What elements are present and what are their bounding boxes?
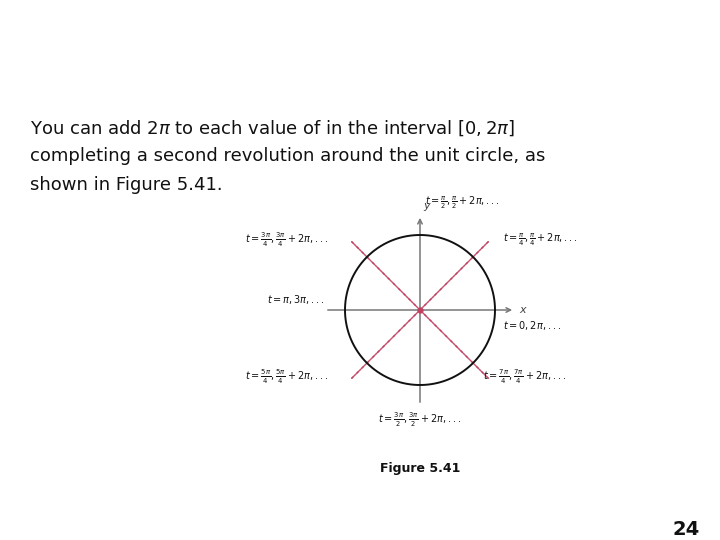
Text: Figure 5.41: Figure 5.41 — [380, 462, 460, 475]
Text: $t = \frac{5\pi}{4}, \frac{5\pi}{4} + 2\pi, ...$: $t = \frac{5\pi}{4}, \frac{5\pi}{4} + 2\… — [245, 368, 328, 386]
Text: $t = \frac{\pi}{2}, \frac{\pi}{2} + 2\pi, ...$: $t = \frac{\pi}{2}, \frac{\pi}{2} + 2\pi… — [425, 194, 500, 211]
Text: shown in Figure 5.41.: shown in Figure 5.41. — [30, 176, 222, 194]
Text: Trigonometric Functions of Real Numbers: Trigonometric Functions of Real Numbers — [54, 25, 700, 53]
Text: 24: 24 — [672, 520, 700, 539]
Text: $t = \frac{3\pi}{4}, \frac{3\pi}{4} + 2\pi, ...$: $t = \frac{3\pi}{4}, \frac{3\pi}{4} + 2\… — [245, 231, 328, 249]
Text: $t = 0, 2\pi, ...$: $t = 0, 2\pi, ...$ — [503, 320, 561, 333]
Text: $t = \frac{\pi}{4}, \frac{\pi}{4} + 2\pi, ...$: $t = \frac{\pi}{4}, \frac{\pi}{4} + 2\pi… — [503, 232, 578, 248]
Text: $t = \frac{7\pi}{4}, \frac{7\pi}{4} + 2\pi, ...$: $t = \frac{7\pi}{4}, \frac{7\pi}{4} + 2\… — [483, 368, 566, 386]
Text: You can add $2\pi$ to each value of in the interval $[0, 2\pi]$: You can add $2\pi$ to each value of in t… — [30, 118, 515, 138]
Text: completing a second revolution around the unit circle, as: completing a second revolution around th… — [30, 147, 545, 165]
Text: $y$: $y$ — [423, 201, 432, 213]
Text: $x$: $x$ — [519, 305, 528, 315]
Text: $t = \frac{3\pi}{2}, \frac{3\pi}{2} + 2\pi, ...$: $t = \frac{3\pi}{2}, \frac{3\pi}{2} + 2\… — [378, 411, 462, 429]
Text: $t = \pi, 3\pi, ...$: $t = \pi, 3\pi, ...$ — [267, 294, 325, 307]
